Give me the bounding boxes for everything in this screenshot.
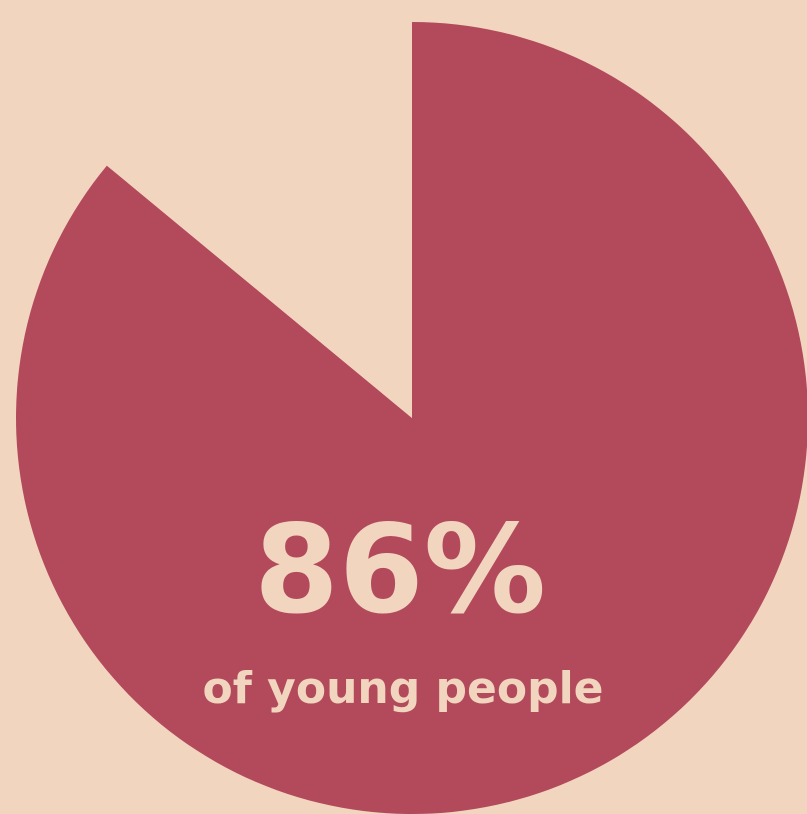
percentage-label: 86%: [254, 499, 546, 641]
pie-slice-remainder: [106, 22, 412, 418]
pie-slice-young-people: [16, 22, 807, 814]
caption-label: of young people: [202, 663, 603, 714]
